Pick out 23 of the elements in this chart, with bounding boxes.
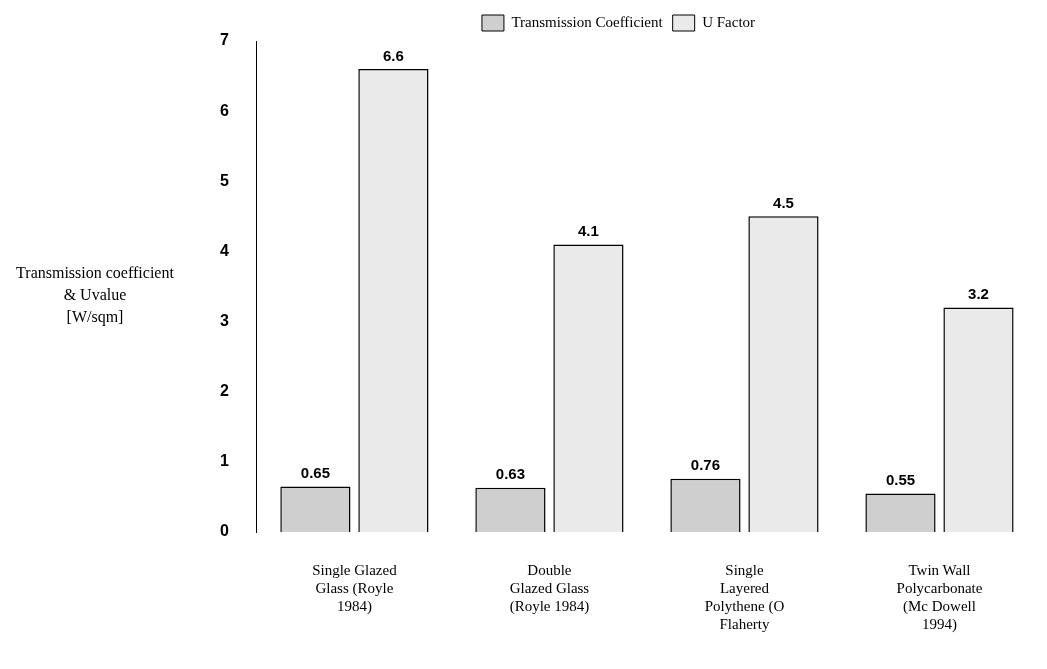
- legend-label: Transmission Coefficient: [511, 13, 664, 30]
- y-tick-label: 2: [219, 382, 229, 400]
- y-tick-label: 1: [219, 452, 229, 470]
- x-tick-label: Single Glazed Glass (Royle 1984): [312, 561, 398, 615]
- data-label: 4.1: [578, 222, 599, 240]
- data-label: 0.63: [495, 465, 526, 483]
- x-tick-label: Single Layered Polythene (O Flaherty: [704, 561, 785, 632]
- y-tick-label: 0: [219, 522, 229, 540]
- data-label: 0.55: [885, 471, 916, 489]
- data-label: 3.2: [968, 285, 989, 303]
- y-tick-label: 4: [219, 241, 229, 259]
- y-tick-label: 5: [219, 171, 229, 189]
- data-label: 0.65: [300, 464, 331, 482]
- y-tick-label: 7: [219, 31, 229, 49]
- y-tick-label: 3: [219, 311, 229, 329]
- legend-label: U Factor: [702, 13, 756, 30]
- x-tick-label: Double Glazed Glass (Royle 1984): [509, 561, 590, 615]
- data-label: 4.5: [773, 194, 794, 211]
- data-label: 6.6: [382, 46, 404, 64]
- x-tick-label: Twin Wall Polycarbonate (Mc Dowell 1994): [896, 561, 983, 633]
- y-tick-label: 6: [219, 101, 229, 119]
- data-label: 0.76: [690, 456, 721, 474]
- y-axis-title: Transmission coefficient & Uvalue [W/sqm]: [15, 263, 175, 328]
